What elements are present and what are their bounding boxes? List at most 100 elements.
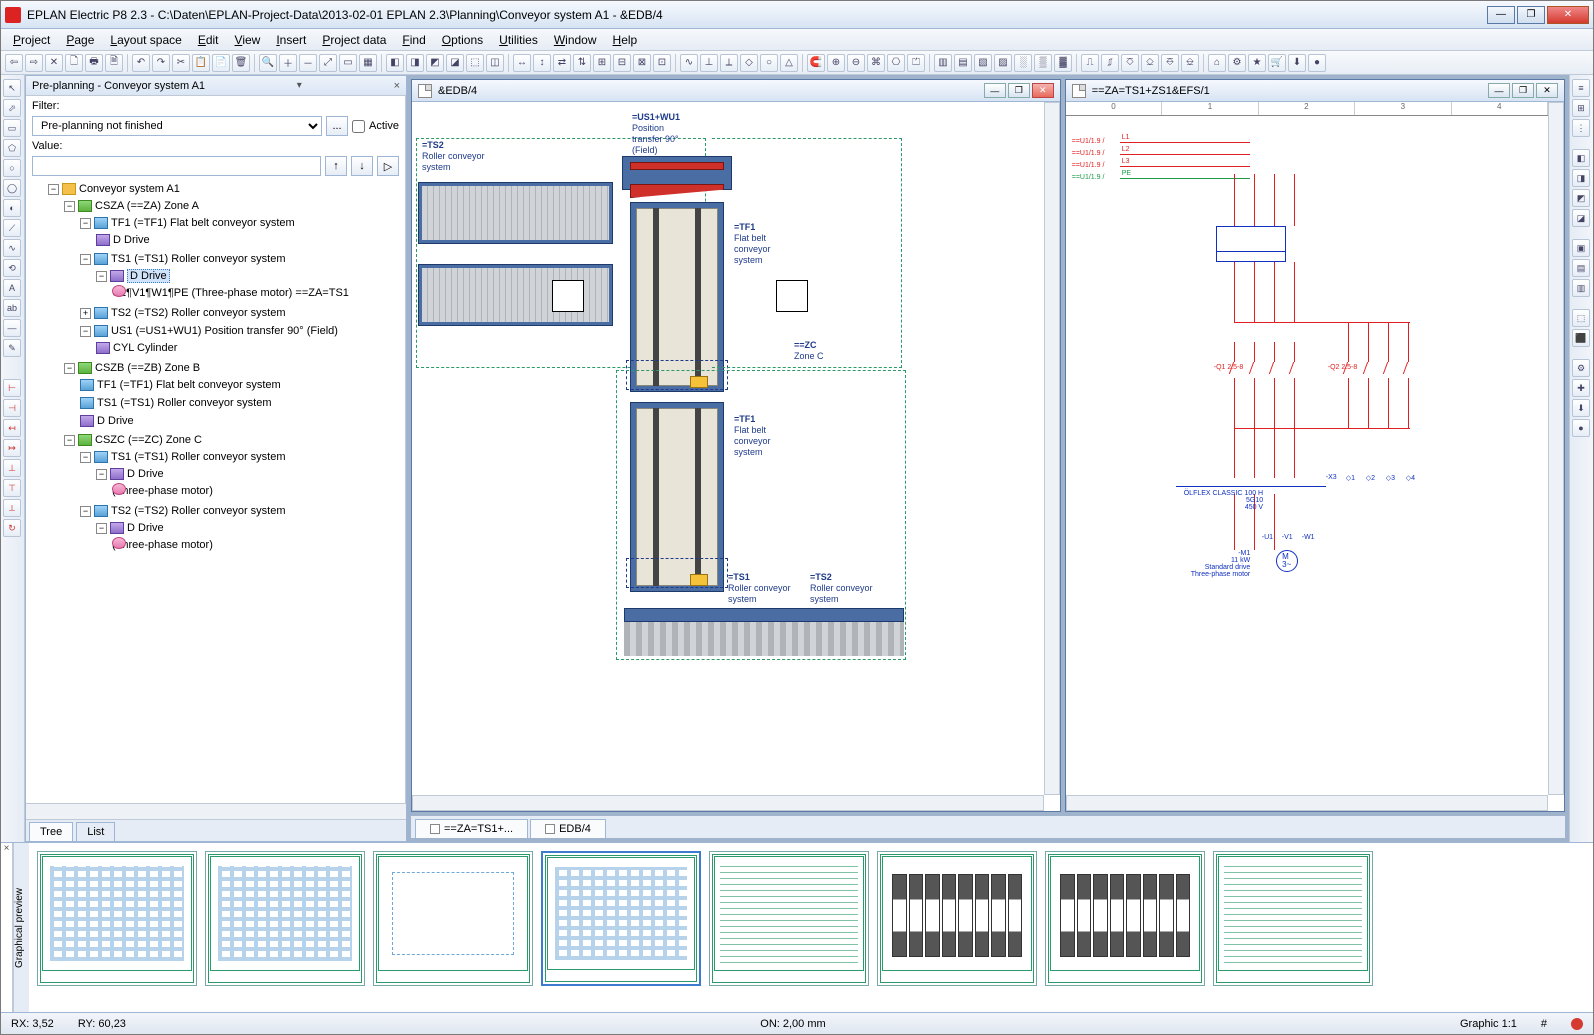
expand-icon[interactable]: +	[80, 308, 91, 319]
tab-list[interactable]: List	[76, 822, 115, 841]
toolbar-button[interactable]: ⚙	[1228, 54, 1246, 72]
toolbar-button[interactable]: ⎎	[1101, 54, 1119, 72]
panel-pin-icon[interactable]: ▾	[297, 80, 302, 91]
tool-button[interactable]: ab	[3, 299, 21, 317]
tree-item[interactable]: CYL Cylinder	[96, 339, 399, 357]
thumbnail[interactable]	[541, 851, 701, 986]
tool-button[interactable]: ⊢	[3, 379, 21, 397]
tool-button[interactable]: ↤	[3, 419, 21, 437]
toolbar-button[interactable]: ▧	[974, 54, 992, 72]
expand-icon[interactable]: −	[80, 254, 91, 265]
tree-item[interactable]: −D Drive U1¶V1¶W1¶PE (Three-phase motor)…	[96, 267, 399, 303]
toolbar-button[interactable]: ⊞	[593, 54, 611, 72]
tool-button[interactable]: ○	[3, 159, 21, 177]
tool-button[interactable]: ⋮	[1572, 119, 1590, 137]
menu-edit[interactable]: Edit	[192, 31, 225, 49]
value-input[interactable]	[32, 156, 321, 176]
toolbar-button[interactable]: ⎑	[1161, 54, 1179, 72]
toolbar-button[interactable]: ⌂	[1208, 54, 1226, 72]
toolbar-button[interactable]: ⎔	[887, 54, 905, 72]
toolbar-button[interactable]: ○	[760, 54, 778, 72]
tool-button[interactable]: ◨	[1572, 169, 1590, 187]
expand-icon[interactable]: −	[96, 271, 107, 282]
tool-button[interactable]: ⊣	[3, 399, 21, 417]
tree-item[interactable]: −CSZB (==ZB) Zone B TF1 (=TF1) Flat belt…	[64, 359, 399, 431]
toolbar-button[interactable]: ▭	[339, 54, 357, 72]
menu-window[interactable]: Window	[548, 31, 603, 49]
box-1[interactable]	[552, 280, 584, 312]
tool-button[interactable]: ⊥	[3, 459, 21, 477]
toolbar-button[interactable]: 📋	[192, 54, 210, 72]
expand-icon[interactable]: −	[80, 452, 91, 463]
value-go-button[interactable]: ▷	[377, 156, 399, 176]
toolbar-button[interactable]: ↷	[152, 54, 170, 72]
tool-button[interactable]: ▭	[3, 119, 21, 137]
hscroll[interactable]	[412, 795, 1044, 811]
toolbar-button[interactable]: ⇨	[25, 54, 43, 72]
toolbar-button[interactable]: ⎏	[1121, 54, 1139, 72]
toolbar-button[interactable]: ✕	[45, 54, 63, 72]
tool-button[interactable]: ▥	[1572, 279, 1590, 297]
filter-select[interactable]: Pre-planning not finished	[32, 116, 322, 136]
thumbnail-strip[interactable]	[29, 843, 1593, 1012]
tool-button[interactable]: ∿	[3, 239, 21, 257]
tool-button[interactable]: ↖	[3, 79, 21, 97]
toolbar-button[interactable]: 🗋	[65, 54, 83, 72]
thumbnail[interactable]	[205, 851, 365, 986]
doc-minimize-button[interactable]: —	[984, 83, 1006, 98]
toolbar-button[interactable]: 🗎	[105, 54, 123, 72]
tool-button[interactable]: ↦	[3, 439, 21, 457]
expand-icon[interactable]: −	[96, 523, 107, 534]
tool-button[interactable]: ⬀	[3, 99, 21, 117]
toolbar-button[interactable]: ↕	[533, 54, 551, 72]
toolbar-button[interactable]: ⬚	[466, 54, 484, 72]
tool-button[interactable]: —	[3, 319, 21, 337]
expand-icon[interactable]: −	[96, 469, 107, 480]
menu-project[interactable]: Project	[7, 31, 56, 49]
tree-item[interactable]: −CSZA (==ZA) Zone A −TF1 (=TF1) Flat bel…	[64, 197, 399, 359]
toolbar-button[interactable]: 🗑	[232, 54, 250, 72]
tree-item[interactable]: −D Drive (Three-phase motor)	[96, 465, 399, 501]
thumbnail[interactable]	[373, 851, 533, 986]
tree-item[interactable]: −US1 (=US1+WU1) Position transfer 90° (F…	[80, 322, 399, 358]
doc-canvas-schematic[interactable]: 01234 ==U1/1.9 /L1==U1/1.9 /L2==U1/1.9 /…	[1066, 102, 1564, 811]
expand-icon[interactable]: −	[64, 435, 75, 446]
tool-button[interactable]: A	[3, 279, 21, 297]
expand-icon[interactable]: −	[80, 506, 91, 517]
preview-close-icon[interactable]: ×	[1, 843, 13, 1012]
doc-maximize-button[interactable]: ❐	[1512, 83, 1534, 98]
toolbar-button[interactable]: 🖶	[85, 54, 103, 72]
tool-button[interactable]: ✎	[3, 339, 21, 357]
toolbar-button[interactable]: ⊥	[700, 54, 718, 72]
menu-find[interactable]: Find	[396, 31, 431, 49]
filter-more-button[interactable]: ...	[326, 116, 348, 136]
tool-button[interactable]: ◩	[1572, 189, 1590, 207]
toolbar-button[interactable]: ◫	[486, 54, 504, 72]
tool-button[interactable]: ⚙	[1572, 359, 1590, 377]
toolbar-button[interactable]: ⇦	[5, 54, 23, 72]
vscroll[interactable]	[1548, 102, 1564, 795]
tree-item[interactable]: D Drive	[96, 231, 399, 249]
thumbnail[interactable]	[37, 851, 197, 986]
conveyor-ts2-top[interactable]	[418, 182, 613, 244]
menu-help[interactable]: Help	[607, 31, 644, 49]
value-down-button[interactable]: ↓	[351, 156, 373, 176]
menu-utilities[interactable]: Utilities	[493, 31, 544, 49]
menu-insert[interactable]: Insert	[270, 31, 312, 49]
tree-item[interactable]: −TS1 (=TS1) Roller conveyor system −D Dr…	[80, 250, 399, 304]
tool-button[interactable]: ◪	[1572, 209, 1590, 227]
doc-maximize-button[interactable]: ❐	[1008, 83, 1030, 98]
minimize-button[interactable]: —	[1487, 6, 1515, 24]
toolbar-button[interactable]: ◇	[740, 54, 758, 72]
toolbar-button[interactable]: ⟂	[720, 54, 738, 72]
doc-tab[interactable]: ==ZA=TS1+...	[415, 819, 528, 838]
tree-item[interactable]: (Three-phase motor)	[112, 536, 399, 554]
menu-options[interactable]: Options	[436, 31, 489, 49]
expand-icon[interactable]: −	[80, 218, 91, 229]
toolbar-button[interactable]: ▓	[1054, 54, 1072, 72]
tree-item[interactable]: U1¶V1¶W1¶PE (Three-phase motor) ==ZA=TS1	[112, 284, 399, 302]
tree-item[interactable]: D Drive	[80, 412, 399, 430]
tool-button[interactable]: ◐	[3, 199, 21, 217]
tool-button[interactable]: ≡	[1572, 79, 1590, 97]
tree-item[interactable]: −TF1 (=TF1) Flat belt conveyor system D …	[80, 214, 399, 250]
